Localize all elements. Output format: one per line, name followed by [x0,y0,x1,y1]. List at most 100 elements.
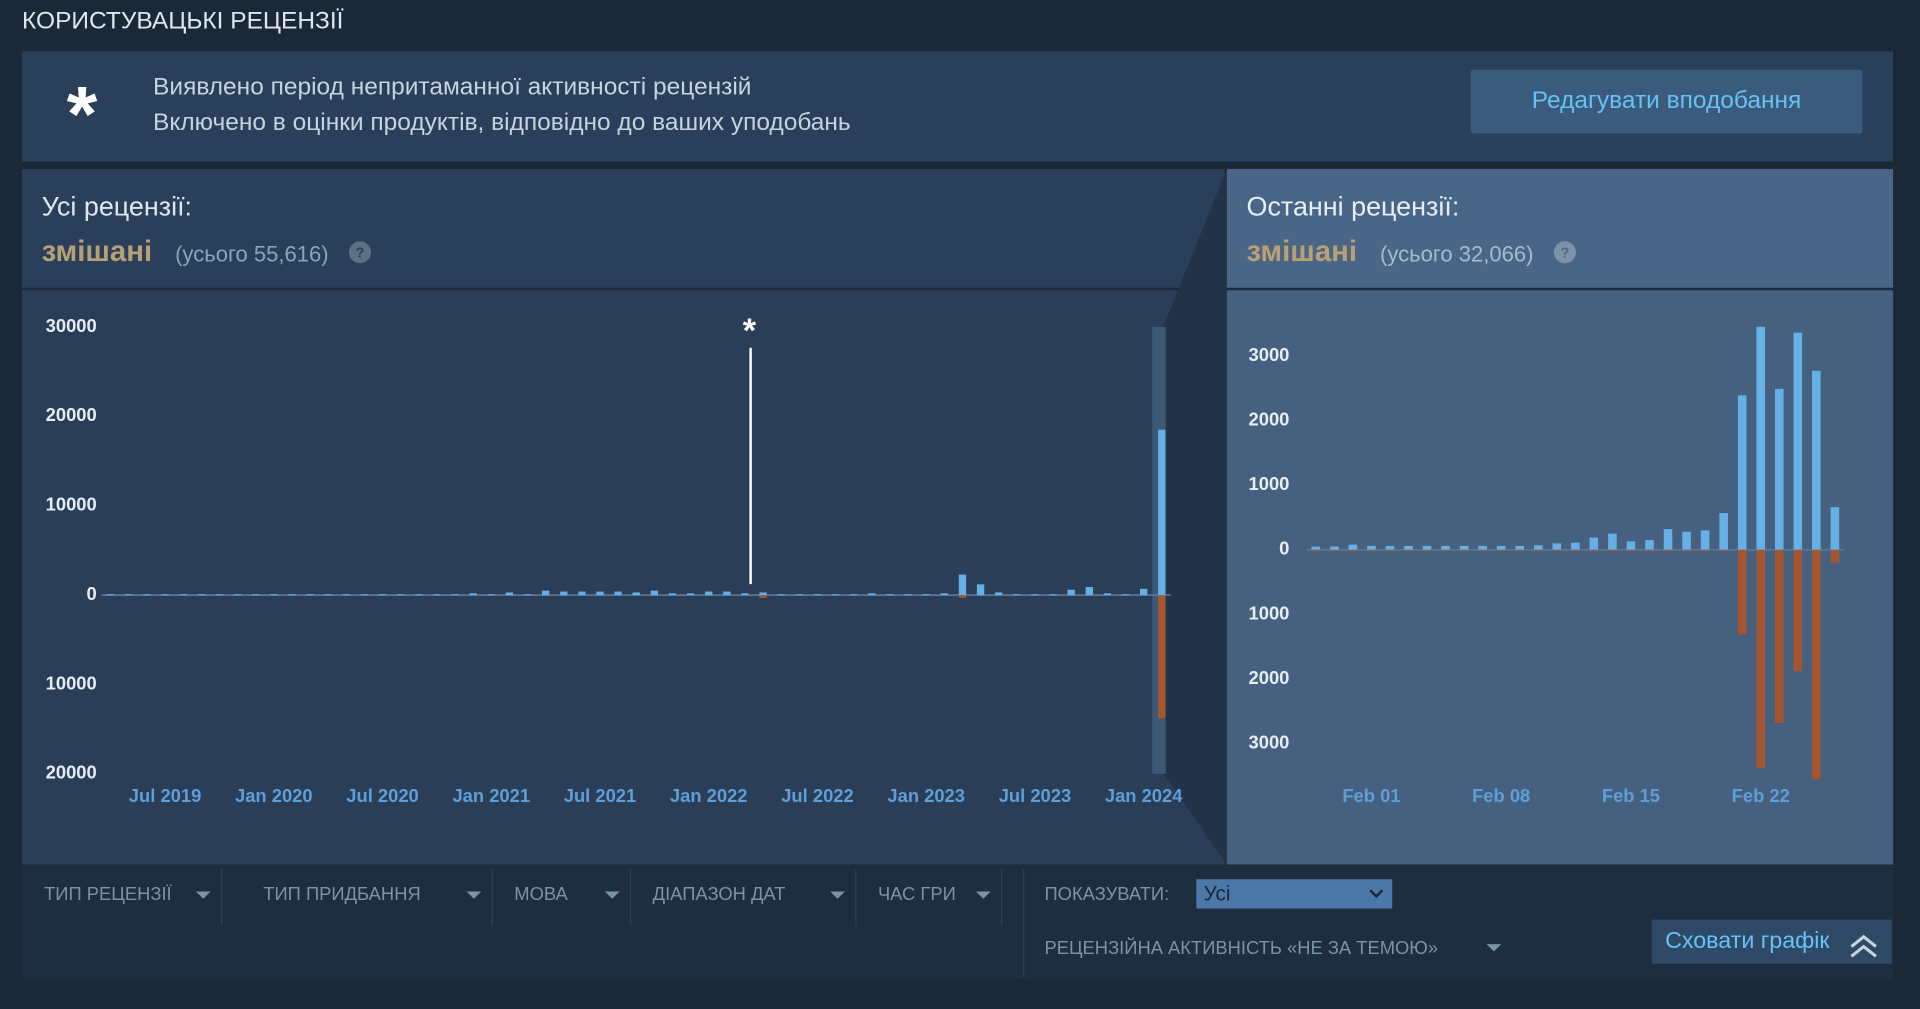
filter-dropdown[interactable]: ТИП РЕЦЕНЗІЇ [44,883,172,904]
edit-preferences-label[interactable]: Редагувати вподобання [1532,87,1802,114]
bar [1533,545,1543,550]
dropdown-arrow[interactable] [975,891,991,899]
bar [505,592,514,596]
hide-graph-label[interactable]: Сховати графік [1665,927,1830,953]
bar [179,594,187,596]
bar [1330,546,1339,550]
bar [1441,545,1450,550]
bar [1682,549,1691,552]
show-value[interactable]: Усі [1204,883,1231,906]
bar [523,594,532,596]
bar [795,594,804,596]
bar [1459,545,1469,550]
x-tick-label: Jan 2021 [452,785,530,806]
bar [1700,549,1710,552]
bar [650,590,659,596]
bar [686,593,695,596]
dropdown-arrow[interactable] [1486,944,1502,952]
x-tick-label: Jan 2022 [670,785,748,806]
bar [1719,512,1728,550]
bar [596,591,604,596]
filter-dropdown[interactable]: ДІАПАЗОН ДАТ [653,883,786,904]
bar [1422,545,1432,550]
bar [1085,587,1093,596]
bar [1552,543,1562,550]
help-icon[interactable] [348,241,372,264]
bar [560,591,568,596]
bar [1049,594,1057,596]
banner-icon: * [67,70,98,158]
bar [1682,531,1691,550]
bar [1756,549,1766,769]
dropdown-arrow[interactable] [604,891,620,899]
panel-title: Усі рецензії: [42,191,192,221]
bar [1608,533,1617,550]
bar [976,584,985,596]
bar [1608,549,1617,552]
bar [1552,549,1562,552]
select-arrow[interactable] [1369,889,1384,899]
x-tick-label: Feb 15 [1602,785,1660,806]
bar [850,594,858,596]
bar [1626,549,1636,552]
bar [1404,549,1413,552]
x-tick-label: Jan 2020 [235,785,313,806]
bar [1533,549,1543,552]
bar [1812,370,1821,550]
y-tick-label: 20000 [46,404,97,425]
help-icon[interactable] [1553,241,1576,264]
help-text[interactable]: ? [1560,245,1569,261]
bar [668,593,677,596]
bar [541,590,550,596]
bar [614,591,622,596]
bar [1478,549,1487,552]
offtopic-filter[interactable]: РЕЦЕНЗІЙНА АКТИВНІСТЬ «НЕ ЗА ТЕМОЮ» [1044,937,1438,958]
show-select[interactable] [1196,879,1393,909]
bar [1404,545,1413,550]
filter-dropdown[interactable]: МОВА [514,883,568,904]
chevron-icon[interactable] [1850,934,1877,958]
bar [1589,537,1599,550]
bar [1140,588,1148,596]
bar [723,591,731,596]
filter-dropdown[interactable]: ТИП ПРИДБАННЯ [263,883,420,904]
bar [451,594,459,596]
bar [741,593,749,596]
bar [940,593,948,596]
bar [161,594,169,596]
total: (усього 32,066) [1380,242,1533,267]
bar [1663,529,1673,550]
bar [1311,549,1321,552]
bar [831,594,840,596]
dropdown-arrow[interactable] [195,891,211,899]
y-tick-label: 2000 [1249,408,1290,429]
bar [1645,549,1654,552]
y-tick-label: 20000 [46,762,97,783]
dropdown-arrow[interactable] [466,891,482,899]
filter-dropdown[interactable]: ЧАС ГРИ [878,883,956,904]
recent-reviews-chart-area [1226,288,1894,865]
y-tick-label: 1000 [1249,602,1290,623]
bar [1737,549,1747,635]
x-tick-label: Feb 08 [1472,785,1530,806]
edit-preferences-button[interactable] [1470,69,1863,134]
dropdown-arrow[interactable] [830,891,845,899]
bar [396,594,405,596]
bar [1645,540,1654,550]
bar [1311,546,1321,550]
bar [1013,594,1021,596]
rating: змішані [1247,235,1357,268]
bar [469,593,477,596]
bar [1793,549,1803,672]
zoom-connector [1163,168,1227,865]
bar [1103,593,1112,596]
help-text[interactable]: ? [356,245,365,261]
bar [1774,549,1784,724]
bar [1571,542,1580,550]
y-tick-label: 0 [87,583,97,604]
bar [378,594,387,596]
bar [1700,530,1710,550]
bar [360,594,369,596]
bar [777,594,785,596]
